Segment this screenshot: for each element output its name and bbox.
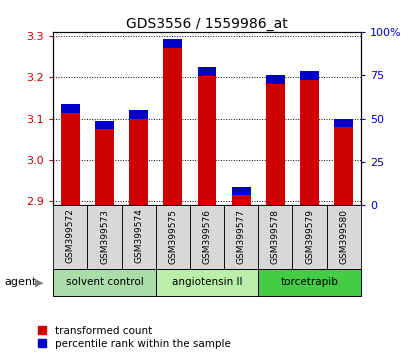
Bar (258, 269, 360, 296)
Text: GSM399574: GSM399574 (134, 209, 143, 263)
Bar (121, 205, 155, 269)
Text: angiotensin II: angiotensin II (171, 277, 242, 287)
Bar (129, 119, 148, 205)
Bar (53, 269, 155, 296)
Bar (231, 195, 250, 205)
Bar (333, 127, 352, 205)
Bar (61, 104, 80, 113)
Text: GSM399578: GSM399578 (270, 209, 279, 263)
Text: GSM399572: GSM399572 (66, 209, 75, 263)
Bar (224, 205, 258, 269)
Bar (299, 71, 318, 80)
Legend: transformed count, percentile rank within the sample: transformed count, percentile rank withi… (38, 326, 230, 349)
Bar (61, 113, 80, 205)
Bar (326, 205, 360, 269)
Bar (197, 76, 216, 205)
Text: GSM399575: GSM399575 (168, 209, 177, 263)
Bar (292, 205, 326, 269)
Bar (95, 121, 114, 129)
Bar (265, 84, 284, 205)
Text: GSM399579: GSM399579 (304, 209, 313, 263)
Bar (155, 269, 258, 296)
Bar (129, 110, 148, 119)
Bar (189, 205, 224, 269)
Bar (53, 205, 87, 269)
Bar (231, 187, 250, 195)
Text: torcetrapib: torcetrapib (280, 277, 338, 287)
Bar (87, 205, 121, 269)
Bar (163, 39, 182, 48)
Bar (155, 205, 189, 269)
Text: GSM399577: GSM399577 (236, 209, 245, 263)
Text: solvent control: solvent control (65, 277, 143, 287)
Bar (197, 67, 216, 76)
Bar (265, 75, 284, 84)
Text: GSM399573: GSM399573 (100, 209, 109, 263)
Bar (95, 129, 114, 205)
Text: GSM399580: GSM399580 (338, 209, 347, 263)
Text: ▶: ▶ (35, 277, 43, 287)
Text: GSM399576: GSM399576 (202, 209, 211, 263)
Text: agent: agent (4, 277, 36, 287)
Title: GDS3556 / 1559986_at: GDS3556 / 1559986_at (126, 17, 287, 31)
Bar (163, 48, 182, 205)
Bar (299, 80, 318, 205)
Bar (258, 205, 292, 269)
Bar (333, 119, 352, 127)
